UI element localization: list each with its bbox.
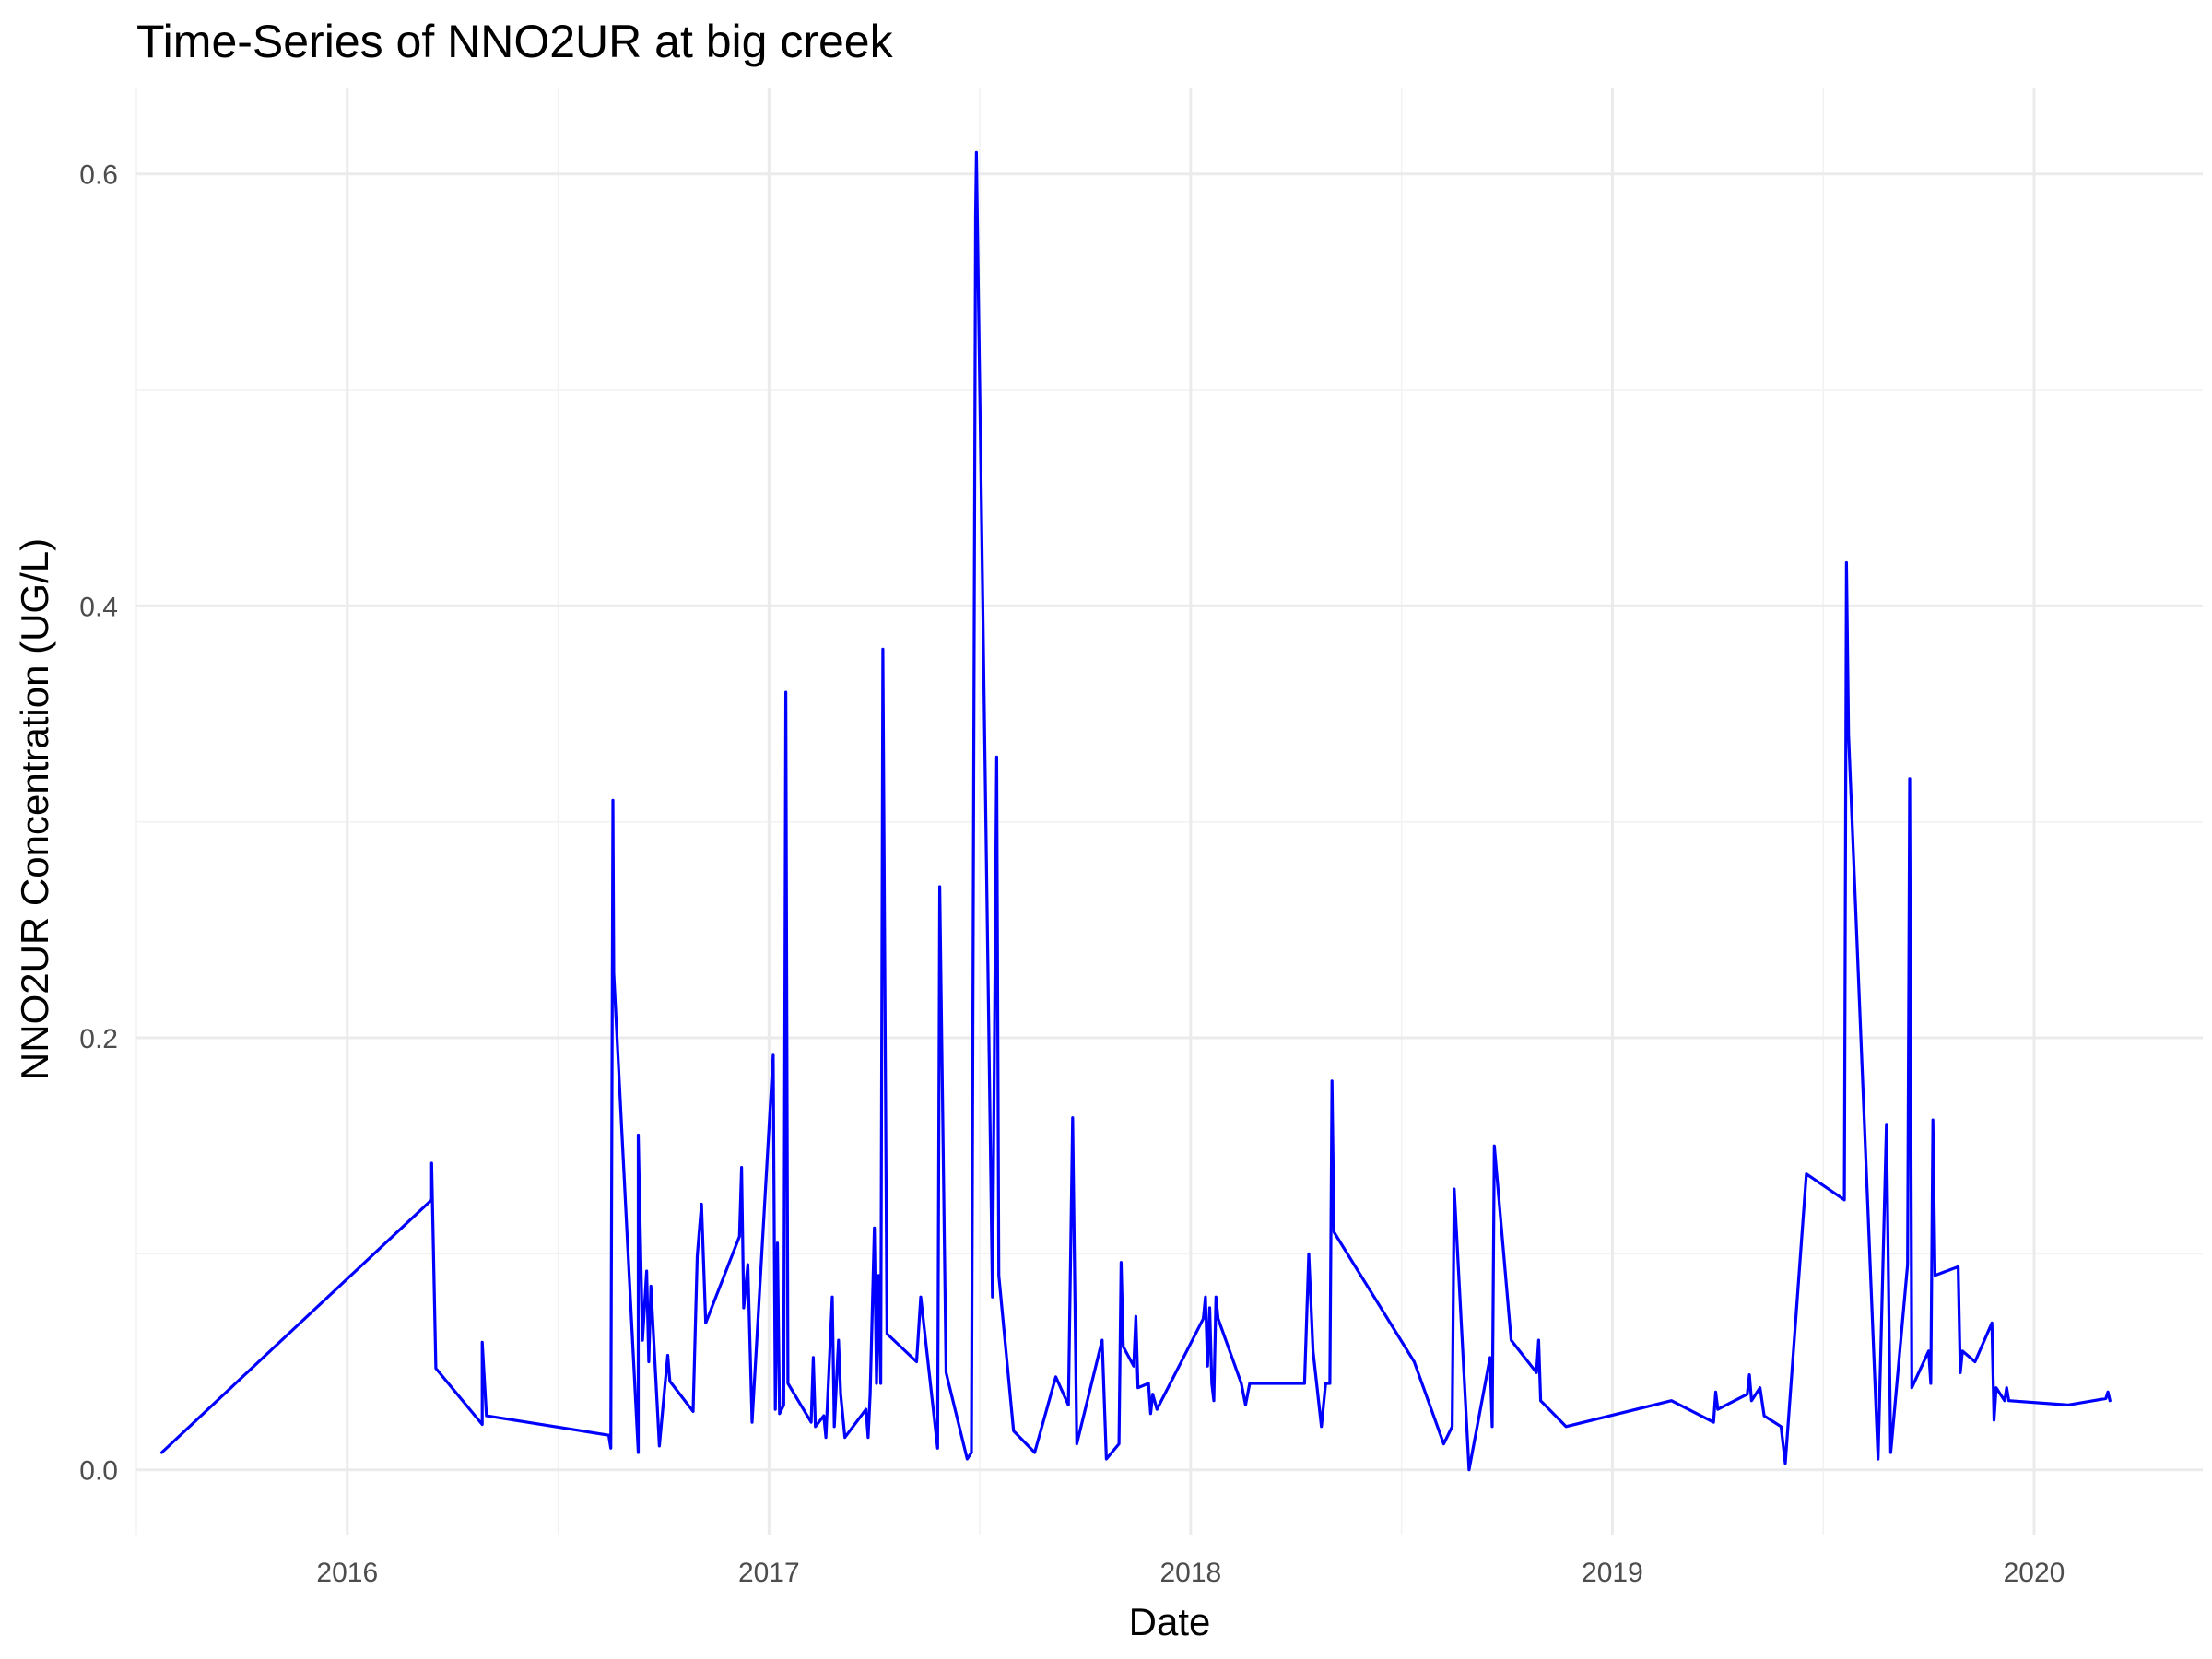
x-tick-label: 2018 (1160, 1558, 1222, 1588)
x-tick-label: 2020 (2004, 1558, 2065, 1588)
y-tick-label: 0.2 (79, 1024, 118, 1054)
y-tick-label: 0.0 (79, 1456, 118, 1487)
series-line-0 (159, 150, 2112, 1472)
y-tick-label: 0.4 (79, 592, 118, 622)
x-tick-labels: 2016 2017 2018 2019 2020 (316, 1558, 2065, 1588)
x-tick-label: 2016 (316, 1558, 378, 1588)
y-tick-labels: 0.0 0.2 0.4 0.6 (79, 160, 118, 1487)
chart-title: Time-Series of NNO2UR at big creek (136, 16, 894, 67)
series-layer (159, 150, 2112, 1472)
x-tick-label: 2019 (1582, 1558, 1643, 1588)
x-tick-label: 2017 (738, 1558, 800, 1588)
major-gridlines (136, 88, 2203, 1535)
y-axis-title: NNO2UR Concentration (UG/L) (13, 538, 56, 1080)
x-axis-title: Date (1129, 1600, 1211, 1643)
y-tick-label: 0.6 (79, 160, 118, 191)
